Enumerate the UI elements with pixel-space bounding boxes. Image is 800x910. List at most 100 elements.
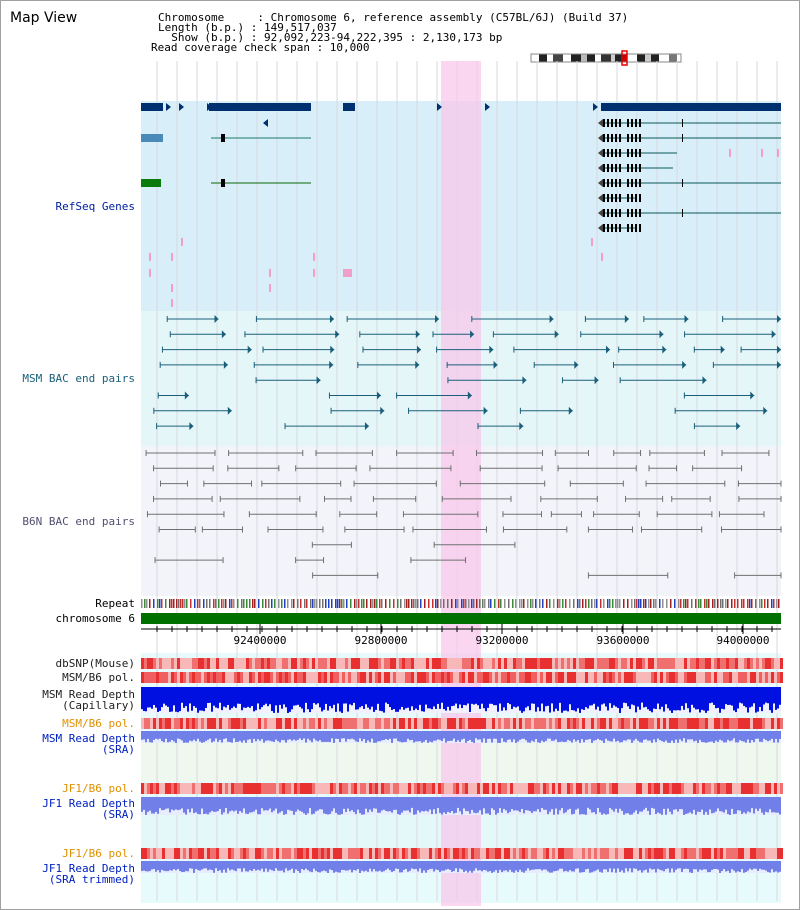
track-label-msm-read-depth-sra[interactable]: MSM Read Depth (SRA) [42,732,135,756]
refseq-exon [611,179,613,187]
read-depth-bin [673,687,675,711]
polymorphism-density-bin [186,672,189,683]
read-depth-bin [727,861,729,871]
msm-bac-end-arrow [247,345,252,354]
polymorphism-density-bin [264,783,267,794]
read-depth-bin [717,797,719,809]
read-depth-bin [581,687,583,710]
read-depth-bin [437,861,439,871]
read-depth-bin [765,687,767,703]
polymorphism-density-bin [630,718,633,729]
track-label-jf1-b6-pol-trimmed[interactable]: JF1/B6 pol. [62,847,135,860]
repeat-element [473,599,475,608]
repeat-element [648,599,650,608]
read-depth-bin [739,731,741,741]
read-depth-bin [753,687,755,704]
read-depth-bin [163,861,165,871]
polymorphism-density-bin [306,658,309,669]
read-depth-bin [445,731,447,743]
read-depth-bin [675,861,677,870]
track-label-msm-b6-pol[interactable]: MSM/B6 pol. [62,671,135,684]
read-depth-bin [179,731,181,740]
polymorphism-density-bin [522,783,525,794]
read-depth-bin [557,797,559,815]
track-label-dbsnp[interactable]: dbSNP(Mouse) [55,657,135,670]
polymorphism-density-bin [432,783,435,794]
polymorphism-density-bin [147,783,150,794]
msm-bac-end-arrow [316,376,321,385]
read-depth-bin [397,731,399,742]
read-depth-bin [695,731,697,741]
polymorphism-density-bin [213,672,216,683]
track-label-msm-b6-pol-sra[interactable]: MSM/B6 pol. [62,717,135,730]
read-depth-bin [701,687,703,710]
read-depth-bin [577,731,579,741]
read-depth-bin [519,687,521,711]
repeat-element [734,599,736,608]
track-label-refseq[interactable]: RefSeq Genes [55,200,135,213]
snp-marker [343,269,352,277]
strand-arrow [437,103,442,111]
track-label-jf1-b6-pol[interactable]: JF1/B6 pol. [62,782,135,795]
polymorphism-density-bin [450,718,453,729]
read-depth-bin [435,861,437,870]
polymorphism-density-bin [249,848,252,859]
polymorphism-density-bin [573,672,576,683]
track-label-b6n-bac[interactable]: B6N BAC end pairs [22,515,135,528]
read-depth-bin [233,731,235,739]
read-depth-bin [323,731,325,742]
read-depth-bin [395,687,397,712]
polymorphism-density-bin [585,848,588,859]
repeat-element [404,599,406,608]
track-label-jf1-read-depth-sra[interactable]: JF1 Read Depth (SRA) [42,797,135,821]
polymorphism-density-bin [216,718,219,729]
track-label-msm-bac[interactable]: MSM BAC end pairs [22,372,135,385]
polymorphism-density-bin [141,783,144,794]
polymorphism-density-bin [543,783,546,794]
repeat-element [325,599,327,608]
polymorphism-density-bin [441,848,444,859]
msm-bac-end-arrow [489,345,494,354]
polymorphism-density-bin [432,848,435,859]
track-label-msm-read-depth-capillary[interactable]: MSM Read Depth (Capillary) [42,688,135,712]
read-depth-bin [639,731,641,743]
polymorphism-density-bin [441,783,444,794]
read-depth-bin [337,861,339,873]
track-label-jf1-read-depth-trimmed[interactable]: JF1 Read Depth (SRA trimmed) [42,862,135,886]
read-depth-bin [601,861,603,873]
repeat-element [397,599,399,608]
polymorphism-density-bin [726,658,729,669]
polymorphism-density-bin [660,783,663,794]
read-depth-bin [187,687,189,712]
polymorphism-density-bin [321,658,324,669]
polymorphism-density-bin [771,718,774,729]
polymorphism-density-bin [318,783,321,794]
polymorphism-density-bin [732,658,735,669]
polymorphism-density-bin [378,848,381,859]
repeat-element [498,599,500,608]
repeat-element [249,599,251,608]
polymorphism-density-bin [780,718,783,729]
polymorphism-density-bin [570,783,573,794]
polymorphism-density-bin [642,848,645,859]
polymorphism-density-bin [690,658,693,669]
polymorphism-density-bin [612,783,615,794]
read-depth-bin [637,861,639,871]
read-depth-bin [485,797,487,814]
read-depth-bin [377,731,379,742]
read-depth-bin [515,797,517,811]
polymorphism-density-bin [153,658,156,669]
read-depth-bin [211,731,213,743]
read-depth-bin [205,861,207,869]
strand-arrow [598,119,603,127]
read-depth-bin [173,861,175,870]
ideogram-band [563,54,571,62]
polymorphism-density-bin [591,848,594,859]
polymorphism-density-bin [303,672,306,683]
read-depth-bin [559,687,561,703]
polymorphism-density-bin [711,848,714,859]
read-depth-bin [151,731,153,743]
read-depth-bin [221,861,223,873]
track-label-repeat[interactable]: Repeat [95,597,135,610]
